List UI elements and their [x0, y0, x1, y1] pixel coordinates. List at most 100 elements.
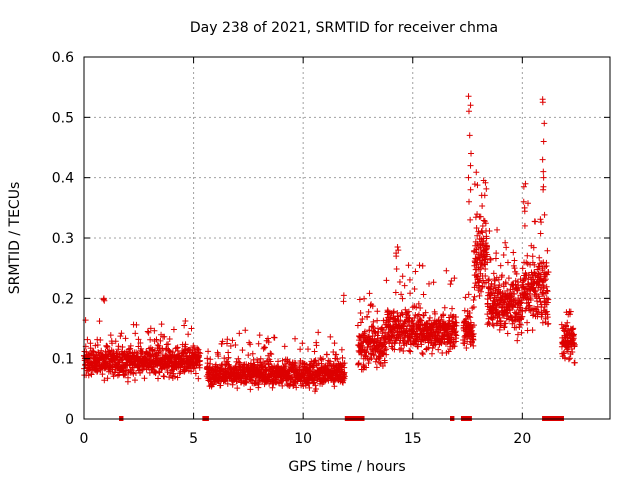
data-point [225, 349, 232, 356]
data-point [131, 377, 138, 384]
data-point [147, 336, 154, 343]
data-point [531, 269, 538, 276]
data-point [365, 360, 372, 367]
data-point [304, 346, 311, 353]
data-point [451, 343, 458, 350]
data-point [369, 323, 376, 330]
data-point [509, 317, 516, 324]
data-point [249, 350, 256, 357]
spike-point [466, 132, 473, 139]
data-point [494, 226, 501, 233]
data-point [451, 275, 458, 282]
data-point [538, 219, 545, 226]
data-point [426, 280, 433, 287]
data-point [292, 363, 299, 370]
data-point [371, 352, 378, 359]
data-point [523, 259, 530, 266]
data-point [363, 349, 370, 356]
data-point [378, 325, 385, 332]
data-point [501, 324, 508, 331]
data-point [471, 293, 478, 300]
data-point [396, 346, 403, 353]
data-point [530, 276, 537, 283]
data-point [401, 282, 408, 289]
data-point [317, 355, 324, 362]
data-point [364, 314, 371, 321]
spike-point [467, 186, 474, 193]
data-point [504, 259, 511, 266]
data-point [129, 364, 136, 371]
data-point [318, 360, 325, 367]
data-point [569, 326, 576, 333]
data-point [247, 341, 254, 348]
data-point [544, 314, 551, 321]
data-point [90, 348, 97, 355]
data-point [334, 356, 341, 363]
data-point [296, 366, 303, 373]
data-point [417, 305, 424, 312]
data-point [545, 320, 552, 327]
data-point [486, 228, 493, 235]
spike-point [465, 174, 472, 181]
data-point [472, 280, 479, 287]
data-point [470, 330, 477, 337]
data-point [488, 280, 495, 287]
data-point [545, 296, 552, 303]
spike-point [520, 183, 527, 190]
data-point [514, 331, 521, 338]
data-point [496, 314, 503, 321]
data-point [504, 287, 511, 294]
data-point [145, 329, 152, 336]
data-point [84, 336, 91, 343]
spike-point [394, 244, 401, 251]
data-point [449, 330, 456, 337]
data-point [485, 277, 492, 284]
data-point [511, 265, 518, 272]
data-point [470, 296, 477, 303]
data-point [370, 324, 377, 331]
spike-point [522, 180, 529, 187]
data-point [242, 327, 249, 334]
data-point [245, 352, 252, 359]
data-point [541, 277, 548, 284]
data-point [121, 372, 128, 379]
spike-point [393, 253, 400, 260]
data-point [194, 345, 201, 352]
data-point [257, 355, 264, 362]
data-point [396, 332, 403, 339]
data-point [419, 350, 426, 357]
data-point [390, 308, 397, 315]
data-point [135, 336, 142, 343]
data-point [560, 350, 567, 357]
data-point [327, 358, 334, 365]
data-point [471, 181, 478, 188]
data-point [487, 255, 494, 262]
data-point [356, 296, 363, 303]
data-point [214, 349, 221, 356]
data-point [412, 268, 419, 275]
spike-point [101, 297, 108, 304]
data-point [518, 329, 525, 336]
data-point [366, 333, 373, 340]
data-point [292, 335, 299, 342]
data-point [143, 356, 150, 363]
data-point [320, 355, 327, 362]
data-point [94, 341, 101, 348]
data-point [465, 313, 472, 320]
data-point [161, 333, 168, 340]
data-point [466, 309, 473, 316]
data-point [561, 349, 568, 356]
data-point [281, 343, 288, 350]
data-point [422, 309, 429, 316]
data-point [428, 350, 435, 357]
data-point [196, 357, 203, 364]
data-point [481, 192, 488, 199]
data-point [502, 239, 509, 246]
data-point [461, 307, 468, 314]
data-point [539, 319, 546, 326]
data-point [383, 277, 390, 284]
data-point [499, 272, 506, 279]
data-point [502, 280, 509, 287]
data-point [195, 375, 202, 382]
data-points [80, 93, 578, 395]
